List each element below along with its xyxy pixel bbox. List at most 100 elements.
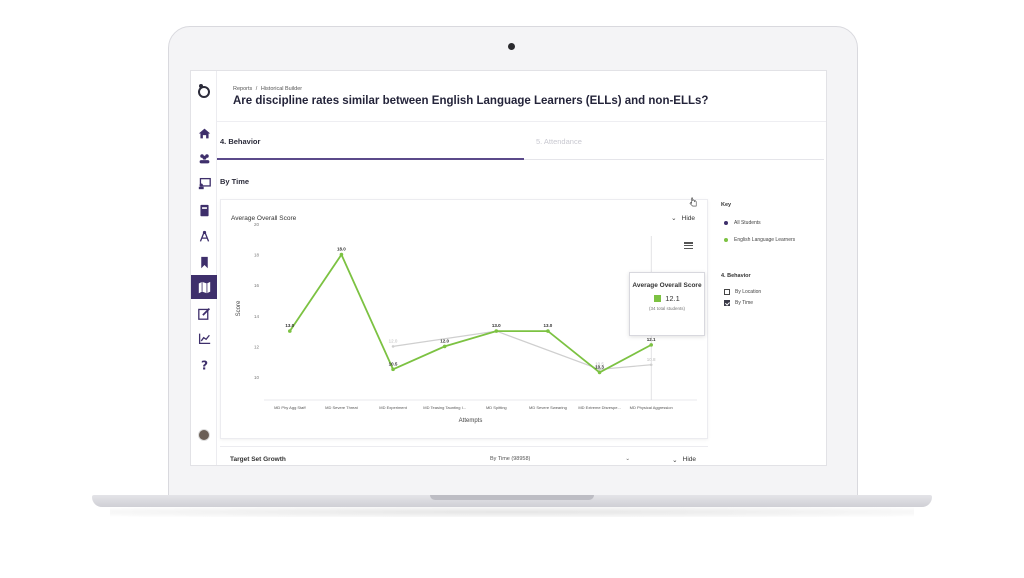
app-logo-icon[interactable] xyxy=(196,83,212,99)
header-divider xyxy=(217,121,826,122)
x-tick-label: MD Extreme Disrespe... xyxy=(578,405,620,410)
x-axis-label: Attempts xyxy=(459,418,483,424)
target-set-growth-title: Target Set Growth xyxy=(230,456,286,463)
hand-cursor-icon xyxy=(689,197,697,207)
legend-dot-icon xyxy=(724,221,728,225)
tab-attendance[interactable]: 5. Attendance xyxy=(536,137,582,146)
data-point xyxy=(649,343,653,347)
data-label: 10.5 xyxy=(389,361,398,366)
data-label: 13.0 xyxy=(492,323,501,328)
breadcrumb-historical-builder[interactable]: Historical Builder xyxy=(260,86,303,92)
data-point xyxy=(442,344,447,349)
laptop-notch xyxy=(430,495,594,500)
filter-by-time[interactable]: By Time xyxy=(724,300,753,306)
sidebar-item-tools[interactable] xyxy=(191,224,217,248)
legend-item-ell[interactable]: English Language Learners xyxy=(724,237,795,243)
chart-tooltip: Average Overall Score 12.1 (34 total stu… xyxy=(629,272,705,336)
tooltip-value: 12.1 xyxy=(665,294,680,303)
key-panel: Key All Students English Language Learne… xyxy=(721,199,821,306)
bookmark-icon xyxy=(200,256,208,268)
time-select[interactable]: By Time (98958) ⌄ xyxy=(490,456,630,462)
breadcrumb: Reports / Historical Builder xyxy=(233,86,304,92)
svg-text:?: ? xyxy=(200,358,207,371)
series-line xyxy=(392,330,652,370)
map-icon xyxy=(198,281,210,293)
data-point xyxy=(649,363,653,367)
line-chart: 10 12 14 16 18 20 Score Attempts MD Phy Agg Staf… xyxy=(236,222,697,424)
data-label: 12.1 xyxy=(647,337,656,342)
tooltip-title: Average Overall Score xyxy=(632,282,702,289)
tab-behavior[interactable]: 4. Behavior xyxy=(220,137,261,146)
data-point xyxy=(494,329,499,333)
data-point xyxy=(391,367,395,372)
y-axis-label: Score xyxy=(236,300,242,316)
legend-label: English Language Learners xyxy=(734,237,796,243)
sidebar-item-gradebook[interactable] xyxy=(191,198,217,222)
data-label: 12.0 xyxy=(440,338,449,343)
sidebar-item-help[interactable]: ? xyxy=(191,352,217,376)
x-tick-label: MD Severe Swearing xyxy=(529,405,567,410)
active-tab-indicator xyxy=(217,158,524,160)
time-select-value: By Time (98958) xyxy=(490,456,531,462)
x-tick-label: MD Experiment xyxy=(379,405,407,410)
hide-label: Hide xyxy=(681,214,695,222)
data-point xyxy=(546,329,550,333)
sidebar-item-edit[interactable] xyxy=(191,301,217,325)
checkbox-unchecked[interactable] xyxy=(724,289,730,295)
sidebar-item-reports[interactable] xyxy=(191,275,217,299)
data-label: 13.0 xyxy=(544,323,553,328)
series-line xyxy=(289,252,652,374)
sidebar: ? xyxy=(191,71,217,465)
chevron-down-icon: ⌄ xyxy=(671,215,677,222)
tooltip-subtext: (34 total students) xyxy=(648,306,686,311)
chart-card: Average Overall Score ⌄ Hide 10 12 14 16 18 2… xyxy=(220,199,708,439)
data-label: 18.0 xyxy=(337,247,346,252)
y-tick-label: 10 xyxy=(254,375,260,380)
hide-chart-toggle[interactable]: ⌄ Hide xyxy=(671,214,695,223)
data-point xyxy=(598,368,601,371)
target-set-growth-card: Target Set Growth By Time (98958) ⌄ ⌄ Hi… xyxy=(220,446,708,465)
x-tick-label: MD Phy Agg Staff xyxy=(274,405,306,410)
data-label: 10.3 xyxy=(595,364,604,369)
filter-label: By Time xyxy=(735,300,754,306)
chevron-down-icon: ⌄ xyxy=(672,457,678,464)
x-tick-label: MD Spitting xyxy=(486,405,507,410)
app-screen: ? Reports / Historical Builder Are disci… xyxy=(190,70,827,466)
avatar[interactable] xyxy=(198,429,210,441)
data-label: 13.0 xyxy=(285,323,294,328)
help-icon: ? xyxy=(200,358,207,371)
tooltip-swatch xyxy=(654,295,662,302)
users-icon xyxy=(199,153,209,163)
breadcrumb-reports[interactable]: Reports xyxy=(233,86,253,92)
sidebar-item-classroom[interactable] xyxy=(191,171,217,195)
filter-by-location[interactable]: By Location xyxy=(724,289,761,295)
chart-menu-icon[interactable] xyxy=(684,242,693,250)
data-point xyxy=(391,345,395,348)
checkbox-checked[interactable] xyxy=(724,300,730,306)
section-title: By Time xyxy=(220,177,250,186)
breadcrumb-separator: / xyxy=(255,86,258,92)
data-point xyxy=(597,370,602,375)
hide-label: Hide xyxy=(682,456,696,463)
x-tick-label: MD Physical Aggression xyxy=(630,405,673,410)
x-tick-label: MD Severe Threat xyxy=(325,405,358,410)
y-tick-label: 14 xyxy=(254,314,260,319)
data-label: 10.5 xyxy=(595,361,604,366)
home-icon xyxy=(198,128,210,138)
x-tick-label: MD Teasing Taunting I... xyxy=(423,405,466,410)
sidebar-item-students[interactable] xyxy=(191,146,217,170)
legend-item-all-students[interactable]: All Students xyxy=(724,220,761,226)
y-tick-label: 20 xyxy=(254,222,260,227)
hide-growth-toggle[interactable]: ⌄ Hide xyxy=(672,456,696,464)
chart-line-icon xyxy=(198,333,210,344)
page-title: Are discipline rates similar between Eng… xyxy=(233,95,709,107)
chart-card-title: Average Overall Score xyxy=(231,215,297,222)
laptop-shadow xyxy=(110,507,914,517)
sidebar-item-analytics[interactable] xyxy=(191,326,217,350)
sidebar-item-bookmarks[interactable] xyxy=(191,250,217,274)
presentation-icon xyxy=(198,177,211,189)
sidebar-item-home[interactable] xyxy=(191,121,217,145)
data-label: 13.0 xyxy=(492,323,501,328)
data-point xyxy=(339,252,344,257)
y-tick-label: 16 xyxy=(254,283,260,288)
